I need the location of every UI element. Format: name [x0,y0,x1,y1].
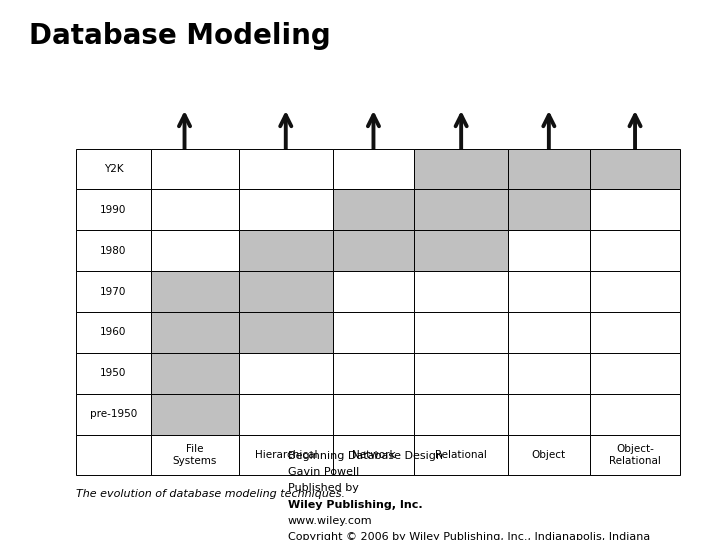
Text: Y2K: Y2K [104,164,123,174]
Text: 1950: 1950 [100,368,127,379]
Text: Wiley Publishing, Inc.: Wiley Publishing, Inc. [288,500,423,510]
Text: Copyright © 2006 by Wiley Publishing, Inc., Indianapolis, Indiana: Copyright © 2006 by Wiley Publishing, In… [288,532,650,540]
Text: 1980: 1980 [100,246,127,256]
Text: Object-
Relational: Object- Relational [609,444,661,465]
Text: 1990: 1990 [100,205,127,215]
Text: Gavin Powell: Gavin Powell [288,467,359,477]
Text: 1960: 1960 [100,327,127,338]
Text: Beginning Database Design: Beginning Database Design [288,451,443,461]
Text: File
Systems: File Systems [173,444,217,465]
Text: Hierarchical: Hierarchical [254,450,317,460]
Text: pre-1950: pre-1950 [90,409,137,419]
Text: Network: Network [351,450,395,460]
Text: The evolution of database modeling techniques.: The evolution of database modeling techn… [76,489,345,499]
Text: Database Modeling: Database Modeling [29,22,330,50]
Text: Relational: Relational [435,450,487,460]
Text: Published by: Published by [288,483,359,494]
Text: Object: Object [532,450,566,460]
Text: www.wiley.com: www.wiley.com [288,516,373,526]
Text: 1970: 1970 [100,287,127,296]
